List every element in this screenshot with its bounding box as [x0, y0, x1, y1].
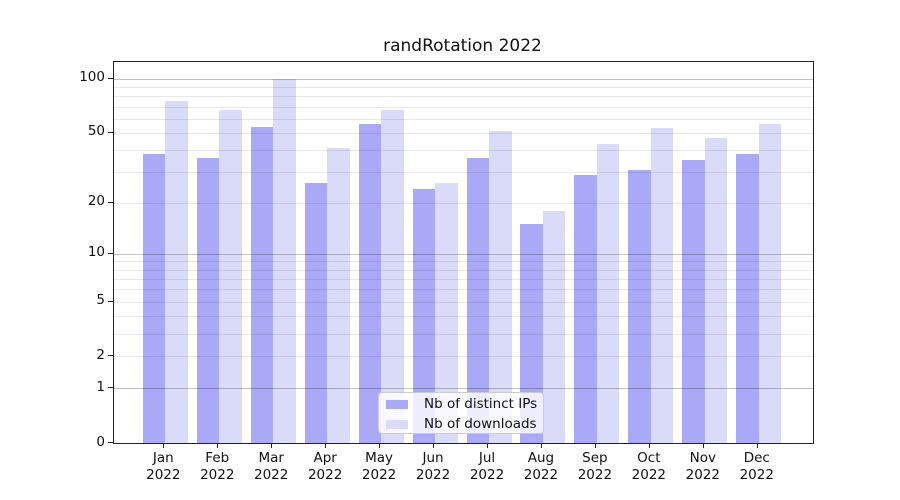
x-tick-mark-oct	[648, 443, 650, 448]
x-tick-label-mar: Mar 2022	[254, 450, 289, 483]
x-tick-mark-jul	[487, 443, 488, 448]
x-tick-mark-nov	[702, 443, 704, 448]
bar-nb-of-distinct-ips-may	[358, 123, 382, 443]
y-tick-label-1: 1	[96, 378, 105, 395]
bar-nb-of-distinct-ips-jan	[142, 153, 166, 443]
x-tick-mark-may	[379, 443, 381, 448]
x-tick-label-oct: Oct 2022	[631, 450, 667, 483]
y-tick-mark-50	[108, 131, 113, 133]
x-tick-mark-mar	[271, 443, 273, 448]
y-tick-mark-10	[108, 252, 113, 254]
legend-swatch-downloads	[386, 420, 408, 429]
x-tick-label-nov: Nov 2022	[685, 450, 720, 483]
bar-nb-of-distinct-ips-apr	[304, 182, 328, 443]
bar-nb-of-downloads-sep	[596, 144, 620, 443]
bar-nb-of-downloads-aug	[542, 210, 566, 443]
plot-area	[113, 61, 814, 444]
bar-nb-of-distinct-ips-sep	[574, 174, 597, 443]
x-tick-label-jan: Jan 2022	[146, 450, 181, 483]
y-tick-mark-5	[108, 300, 113, 302]
x-tick-label-apr: Apr 2022	[307, 450, 343, 483]
x-tick-label-sep: Sep 2022	[577, 450, 613, 483]
x-tick-mark-aug	[540, 443, 542, 448]
x-tick-label-jul: Jul 2022	[469, 450, 505, 483]
x-tick-mark-sep	[594, 443, 596, 448]
x-tick-label-aug: Aug 2022	[523, 450, 559, 483]
x-tick-label-may: May 2022	[361, 450, 397, 483]
legend: Nb of distinct IPs Nb of downloads	[378, 392, 544, 434]
bar-nb-of-distinct-ips-nov	[682, 160, 705, 443]
legend-label-distinct-ips: Nb of distinct IPs	[424, 396, 538, 412]
bar-nb-of-distinct-ips-feb	[196, 158, 220, 443]
bar-nb-of-downloads-nov	[704, 137, 728, 443]
bar-nb-of-downloads-jun	[435, 182, 458, 443]
x-tick-mark-apr	[325, 443, 327, 448]
y-tick-mark-100	[108, 77, 113, 79]
x-tick-mark-feb	[217, 443, 219, 448]
y-tick-label-5: 5	[96, 292, 105, 309]
bar-nb-of-distinct-ips-jun	[412, 189, 436, 443]
y-tick-label-100: 100	[79, 69, 105, 86]
gridline-80	[114, 96, 813, 98]
bar-nb-of-distinct-ips-mar	[250, 126, 274, 443]
y-tick-label-10: 10	[87, 244, 105, 261]
y-tick-label-2: 2	[96, 346, 105, 363]
bar-nb-of-distinct-ips-oct	[628, 169, 651, 443]
y-tick-mark-2	[108, 355, 113, 357]
y-tick-label-50: 50	[87, 123, 105, 140]
x-tick-mark-jun	[433, 443, 435, 448]
bar-nb-of-downloads-oct	[650, 128, 674, 443]
bar-nb-of-downloads-dec	[758, 123, 782, 443]
y-tick-label-20: 20	[87, 193, 105, 210]
legend-swatch-distinct-ips	[386, 400, 408, 409]
bar-nb-of-distinct-ips-jul	[466, 158, 489, 443]
y-tick-mark-0	[108, 442, 113, 443]
y-tick-mark-1	[108, 387, 113, 389]
legend-entry-downloads: Nb of downloads	[379, 414, 543, 434]
y-tick-label-0: 0	[96, 433, 105, 450]
bar-nb-of-distinct-ips-dec	[736, 153, 759, 443]
x-tick-label-dec: Dec 2022	[739, 450, 774, 483]
bar-nb-of-distinct-ips-aug	[520, 224, 543, 443]
x-tick-mark-dec	[756, 443, 758, 448]
legend-entry-distinct-ips: Nb of distinct IPs	[379, 394, 543, 414]
y-tick-mark-20	[108, 201, 113, 203]
x-tick-label-feb: Feb 2022	[200, 450, 235, 483]
x-tick-label-jun: Jun 2022	[415, 450, 451, 483]
bar-nb-of-downloads-jan	[165, 101, 188, 443]
chart-title: randRotation 2022	[383, 36, 542, 56]
x-tick-mark-jan	[163, 443, 165, 448]
bar-nb-of-downloads-jul	[489, 131, 512, 443]
gridline-100	[114, 78, 813, 80]
bar-nb-of-downloads-apr	[327, 148, 350, 443]
legend-label-downloads: Nb of downloads	[424, 416, 537, 432]
gridline-90	[114, 87, 813, 89]
bar-nb-of-downloads-feb	[219, 110, 242, 443]
bar-nb-of-downloads-may	[381, 110, 404, 443]
gridline-70	[114, 106, 813, 108]
bar-nb-of-downloads-mar	[273, 78, 296, 443]
